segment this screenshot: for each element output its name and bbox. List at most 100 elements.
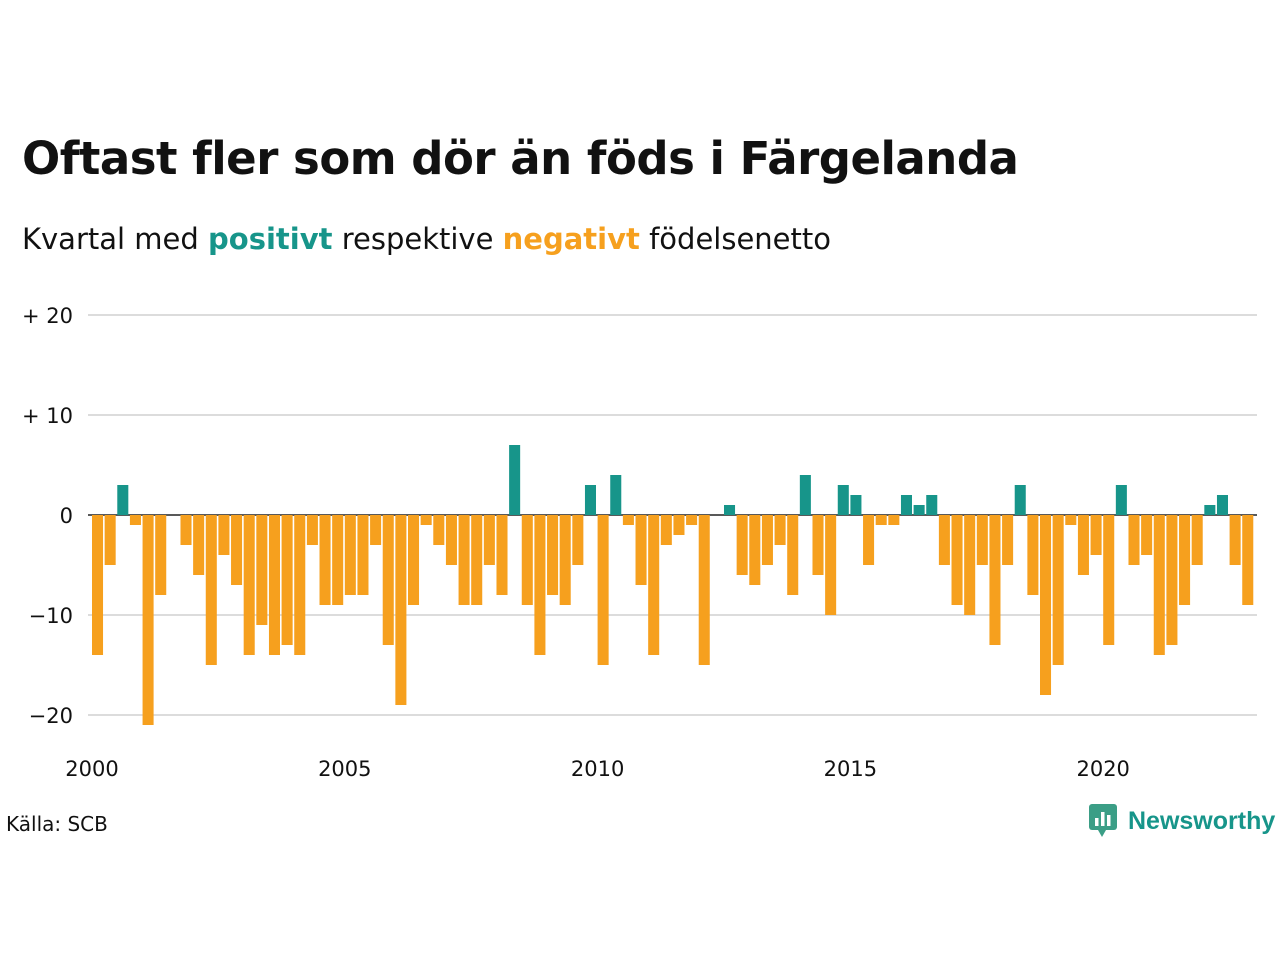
bar bbox=[698, 515, 710, 665]
bar bbox=[509, 445, 521, 515]
chart-subtitle: Kvartal med positivt respektive negativt… bbox=[22, 222, 831, 256]
bar bbox=[496, 515, 508, 595]
bar bbox=[1115, 485, 1127, 515]
bar bbox=[547, 515, 559, 595]
bar bbox=[408, 515, 420, 605]
bar bbox=[913, 505, 925, 515]
bar bbox=[357, 515, 369, 595]
subtitle-pre: Kvartal med bbox=[22, 222, 199, 256]
y-tick-label: 0 bbox=[60, 504, 73, 528]
bar bbox=[736, 515, 748, 575]
bar bbox=[774, 515, 786, 545]
bar bbox=[938, 515, 950, 565]
bar bbox=[319, 515, 331, 605]
bar bbox=[875, 515, 887, 525]
bar bbox=[1014, 485, 1026, 515]
bar bbox=[1191, 515, 1203, 565]
bar bbox=[724, 505, 736, 515]
bar bbox=[1052, 515, 1064, 665]
bar bbox=[799, 475, 811, 515]
bar bbox=[584, 485, 596, 515]
bar bbox=[888, 515, 900, 525]
newsworthy-logo-icon bbox=[1089, 804, 1117, 837]
x-tick-label: 2020 bbox=[1076, 757, 1129, 781]
bar bbox=[142, 515, 154, 725]
bar bbox=[863, 515, 875, 565]
bar bbox=[1179, 515, 1191, 605]
bar bbox=[686, 515, 698, 525]
bar bbox=[458, 515, 470, 605]
bar bbox=[117, 485, 129, 515]
bar bbox=[951, 515, 963, 605]
bar bbox=[825, 515, 837, 615]
bar bbox=[294, 515, 306, 655]
bar bbox=[1128, 515, 1140, 565]
bar bbox=[837, 485, 849, 515]
bars bbox=[92, 445, 1254, 725]
bar bbox=[344, 515, 356, 595]
subtitle-post: födelsenetto bbox=[649, 222, 831, 256]
x-tick-label: 2000 bbox=[65, 757, 118, 781]
bar bbox=[370, 515, 382, 545]
bar bbox=[243, 515, 255, 655]
bar bbox=[180, 515, 192, 545]
bar bbox=[761, 515, 773, 565]
bar bbox=[787, 515, 799, 595]
bar bbox=[749, 515, 761, 585]
source-note: Källa: SCB bbox=[6, 812, 108, 836]
bar bbox=[1103, 515, 1115, 645]
y-tick-label: −20 bbox=[29, 704, 73, 728]
bar bbox=[622, 515, 634, 525]
bar bbox=[420, 515, 432, 525]
bar bbox=[534, 515, 546, 655]
bar bbox=[332, 515, 344, 605]
bar bbox=[483, 515, 495, 565]
bar bbox=[155, 515, 167, 595]
bar bbox=[812, 515, 824, 575]
bar bbox=[597, 515, 609, 665]
bar bbox=[256, 515, 268, 625]
bar bbox=[1090, 515, 1102, 555]
bar bbox=[231, 515, 243, 585]
bar bbox=[1065, 515, 1077, 525]
bar bbox=[1040, 515, 1052, 695]
bar bbox=[395, 515, 407, 705]
bar bbox=[1153, 515, 1165, 655]
bar bbox=[268, 515, 280, 655]
bar bbox=[471, 515, 483, 605]
bar bbox=[976, 515, 988, 565]
bar bbox=[964, 515, 976, 615]
bar bbox=[193, 515, 205, 575]
bar bbox=[850, 495, 862, 515]
x-tick-label: 2010 bbox=[571, 757, 624, 781]
bar bbox=[989, 515, 1001, 645]
bar bbox=[559, 515, 571, 605]
bar bbox=[218, 515, 230, 555]
bar bbox=[433, 515, 445, 545]
y-tick-label: −10 bbox=[29, 604, 73, 628]
bar bbox=[104, 515, 116, 565]
bar bbox=[1216, 495, 1228, 515]
bar bbox=[610, 475, 622, 515]
bar bbox=[281, 515, 293, 645]
bar bbox=[1141, 515, 1153, 555]
bar bbox=[1204, 505, 1216, 515]
bar bbox=[1229, 515, 1241, 565]
brand-logo: Newsworthy bbox=[1088, 803, 1275, 839]
bar bbox=[926, 495, 938, 515]
subtitle-mid: respektive bbox=[341, 222, 494, 256]
brand-name: Newsworthy bbox=[1128, 806, 1276, 835]
bar bbox=[1077, 515, 1089, 575]
bar bbox=[1002, 515, 1014, 565]
bar bbox=[660, 515, 672, 545]
bar bbox=[635, 515, 647, 585]
bar bbox=[306, 515, 318, 545]
y-tick-label: + 10 bbox=[22, 404, 73, 428]
bar bbox=[900, 495, 912, 515]
x-tick-label: 2005 bbox=[318, 757, 371, 781]
subtitle-positive: positivt bbox=[208, 222, 333, 256]
bar bbox=[445, 515, 457, 565]
subtitle-negative: negativt bbox=[502, 222, 640, 256]
bar-chart: + 20 + 10 0 −10 −20 2000 2005 2010 2015 2020 bbox=[22, 304, 1257, 781]
bar bbox=[129, 515, 141, 525]
